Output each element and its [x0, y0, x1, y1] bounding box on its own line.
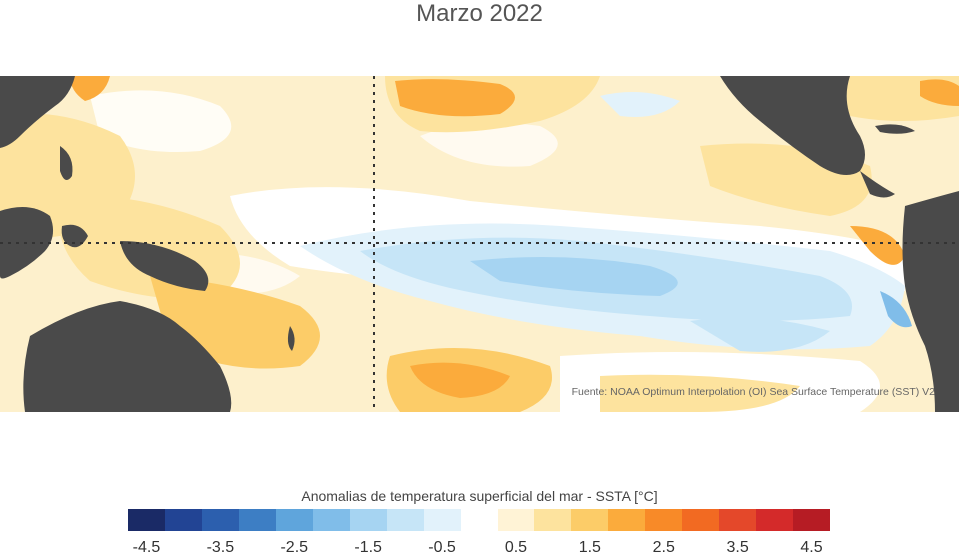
colorbar-ticks: -4.5 -3.5 -2.5 -1.5 -0.5 0.5 1.5 2.5 3.5 4.5 [0, 539, 959, 559]
colorbar-swatch [719, 509, 756, 531]
colorbar-swatch [498, 509, 535, 531]
colorbar-swatch [424, 509, 461, 531]
colorbar-swatch [239, 509, 276, 531]
colorbar-swatch [608, 509, 645, 531]
colorbar-swatch [645, 509, 682, 531]
colorbar-swatch [756, 509, 793, 531]
colorbar-tick-label: 3.5 [727, 539, 749, 557]
colorbar-swatch [128, 509, 165, 531]
colorbar-tick-label: 1.5 [579, 539, 601, 557]
colorbar-tick-label: -3.5 [207, 539, 235, 557]
colorbar-swatch [350, 509, 387, 531]
colorbar-swatch [682, 509, 719, 531]
colorbar-swatch [534, 509, 571, 531]
ssta-map-svg [0, 76, 959, 412]
colorbar-tick-label: 4.5 [800, 539, 822, 557]
colorbar-tick-label: -1.5 [354, 539, 382, 557]
colorbar-swatch [165, 509, 202, 531]
colorbar-swatch [276, 509, 313, 531]
colorbar-tick-label: -4.5 [133, 539, 161, 557]
ssta-map [0, 76, 959, 412]
colorbar-swatch [793, 509, 830, 531]
colorbar-title: Anomalias de temperatura superficial del… [0, 488, 959, 504]
colorbar-swatch [313, 509, 350, 531]
colorbar-tick-label: -2.5 [280, 539, 308, 557]
colorbar-tick-label: -0.5 [428, 539, 456, 557]
colorbar-swatch [571, 509, 608, 531]
colorbar-swatch [461, 509, 498, 531]
colorbar [128, 509, 830, 531]
data-source-note: Fuente: NOAA Optimum Interpolation (OI) … [572, 386, 935, 398]
map-title: Marzo 2022 [0, 0, 959, 28]
colorbar-tick-label: 2.5 [653, 539, 675, 557]
colorbar-swatch [202, 509, 239, 531]
colorbar-swatch [387, 509, 424, 531]
colorbar-tick-label: 0.5 [505, 539, 527, 557]
